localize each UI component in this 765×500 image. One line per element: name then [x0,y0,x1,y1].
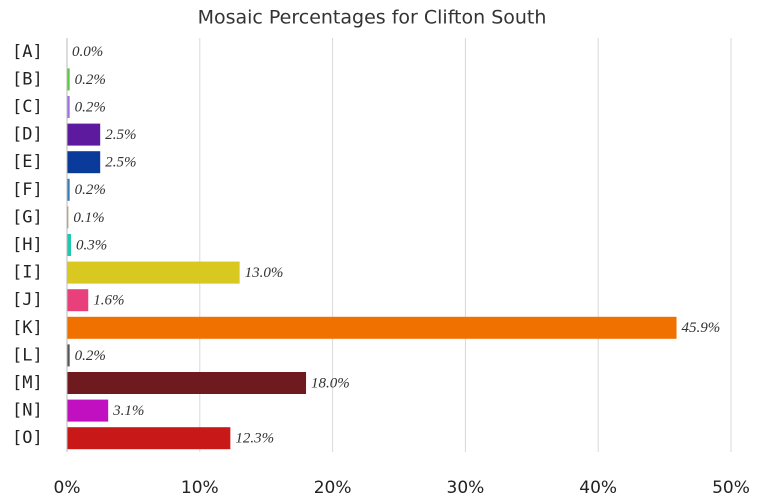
x-tick-label: 20% [314,478,352,498]
bar [67,206,69,229]
y-tick-label: [J] [12,290,43,310]
bar [67,261,240,284]
y-tick-label: [D] [12,125,43,145]
value-label: 2.5% [105,155,136,171]
bar [67,178,70,201]
x-tick-label: 10% [181,478,219,498]
y-tick-label: [H] [12,235,43,255]
value-label: 18.0% [311,375,350,391]
bar [67,399,109,422]
bar [67,316,677,339]
value-label: 0.0% [72,44,103,60]
chart-title: Mosaic Percentages for Clifton South [198,7,547,29]
y-tick-label: [G] [12,207,43,227]
value-label: 0.3% [76,237,107,253]
x-tick-label: 0% [54,478,81,498]
y-tick-label: [C] [12,97,43,117]
bar [67,427,231,450]
y-tick-label: [F] [12,180,43,200]
bar [67,96,70,118]
value-label: 12.3% [235,431,274,447]
y-tick-label: [E] [12,152,43,172]
value-label: 0.2% [75,99,106,115]
y-tick-label: [B] [12,69,43,89]
x-tick-label: 50% [712,478,750,498]
value-label: 13.0% [245,265,284,281]
bar [67,344,70,367]
value-label: 0.1% [73,210,104,226]
x-tick-label: 30% [447,478,485,498]
bar [67,372,307,394]
bar [67,234,71,256]
value-label: 2.5% [105,127,136,143]
value-label: 45.9% [682,320,721,336]
y-tick-label: [O] [12,428,43,448]
bar [67,151,101,174]
value-label: 0.2% [75,72,106,88]
y-tick-label: [K] [12,318,43,338]
x-tick-label: 40% [579,478,617,498]
value-label: 1.6% [93,293,124,309]
y-tick-label: [L] [12,345,43,365]
bar [67,123,101,146]
value-label: 3.1% [112,403,144,419]
y-tick-label: [I] [12,263,43,283]
y-tick-label: [A] [12,42,43,62]
y-tick-label: [M] [12,373,43,393]
bar [67,68,70,91]
y-tick-label: [N] [12,401,43,421]
value-label: 0.2% [75,348,106,364]
value-label: 0.2% [75,182,106,198]
bar [67,289,89,312]
